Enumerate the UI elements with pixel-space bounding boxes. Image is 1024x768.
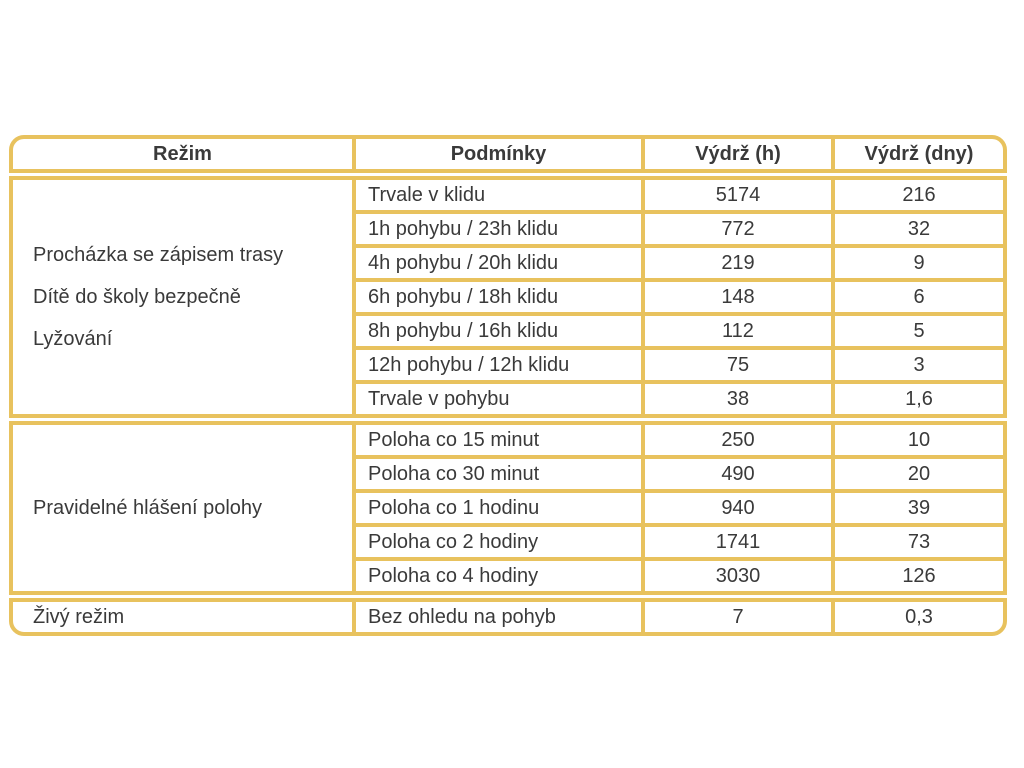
condition-cell: Trvale v klidu: [368, 184, 486, 206]
hours-cell: 7: [641, 602, 831, 632]
hours-cell: 772: [641, 214, 831, 244]
days-cell: 216: [831, 180, 1003, 210]
hours-cell: 148: [641, 282, 831, 312]
days-cell: 32: [831, 214, 1003, 244]
table-row: Trvale v klidu 5174 216: [356, 180, 1003, 210]
condition-cell: Poloha co 4 hodiny: [368, 565, 539, 587]
table-row: 12h pohybu / 12h klidu 75 3: [356, 346, 1003, 380]
header-hours: Výdrž (h): [641, 139, 831, 169]
hours-cell: 219: [641, 248, 831, 278]
days-cell: 1,6: [831, 384, 1003, 414]
table-row: Bez ohledu na pohyb 7 0,3: [356, 602, 1003, 632]
days-cell: 0,3: [831, 602, 1003, 632]
days-cell: 126: [831, 561, 1003, 591]
table-row: Trvale v pohybu 38 1,6: [356, 380, 1003, 414]
header-mode: Režim: [153, 143, 212, 165]
days-cell: 20: [831, 459, 1003, 489]
group-rows: Poloha co 15 minut 250 10 Poloha co 30 m…: [352, 425, 1003, 591]
condition-cell: Poloha co 2 hodiny: [368, 531, 539, 553]
group-rows: Bez ohledu na pohyb 7 0,3: [352, 602, 1003, 632]
hours-cell: 38: [641, 384, 831, 414]
mode-group-live: Živý režim Bez ohledu na pohyb 7 0,3: [9, 598, 1007, 636]
condition-cell: 8h pohybu / 16h klidu: [368, 320, 559, 342]
condition-cell: 1h pohybu / 23h klidu: [368, 218, 559, 240]
mode-group-walk: Procházka se zápisem trasy Dítě do školy…: [9, 176, 1007, 418]
condition-cell: 6h pohybu / 18h klidu: [368, 286, 559, 308]
mode-cell: Živý režim: [13, 602, 352, 632]
mode-cell: Procházka se zápisem trasy Dítě do školy…: [13, 180, 352, 414]
mode-label: Pravidelné hlášení polohy: [33, 497, 263, 519]
hours-cell: 3030: [641, 561, 831, 591]
table-header-row: Režim Podmínky Výdrž (h) Výdrž (dny): [9, 135, 1007, 173]
header-conditions: Podmínky: [352, 139, 641, 169]
days-cell: 39: [831, 493, 1003, 523]
battery-life-table: Režim Podmínky Výdrž (h) Výdrž (dny) Pro…: [9, 135, 1007, 636]
days-cell: 73: [831, 527, 1003, 557]
table-row: Poloha co 2 hodiny 1741 73: [356, 523, 1003, 557]
hours-cell: 5174: [641, 180, 831, 210]
table-row: Poloha co 15 minut 250 10: [356, 425, 1003, 455]
condition-cell: Poloha co 1 hodinu: [368, 497, 540, 519]
mode-group-position-reporting: Pravidelné hlášení polohy Poloha co 15 m…: [9, 421, 1007, 595]
condition-cell: 12h pohybu / 12h klidu: [368, 354, 570, 376]
table-row: 8h pohybu / 16h klidu 112 5: [356, 312, 1003, 346]
days-cell: 10: [831, 425, 1003, 455]
mode-label: Dítě do školy bezpečně: [33, 286, 241, 308]
days-cell: 3: [831, 350, 1003, 380]
table-row: 1h pohybu / 23h klidu 772 32: [356, 210, 1003, 244]
table-row: Poloha co 4 hodiny 3030 126: [356, 557, 1003, 591]
table-row: Poloha co 1 hodinu 940 39: [356, 489, 1003, 523]
header-days: Výdrž (dny): [831, 139, 1003, 169]
hours-cell: 490: [641, 459, 831, 489]
condition-cell: Bez ohledu na pohyb: [368, 606, 556, 628]
group-rows: Trvale v klidu 5174 216 1h pohybu / 23h …: [352, 180, 1003, 414]
condition-cell: Trvale v pohybu: [368, 388, 510, 410]
hours-cell: 75: [641, 350, 831, 380]
condition-cell: Poloha co 15 minut: [368, 429, 540, 451]
days-cell: 5: [831, 316, 1003, 346]
table-row: 6h pohybu / 18h klidu 148 6: [356, 278, 1003, 312]
condition-cell: Poloha co 30 minut: [368, 463, 540, 485]
mode-label: Procházka se zápisem trasy: [33, 244, 284, 266]
condition-cell: 4h pohybu / 20h klidu: [368, 252, 559, 274]
hours-cell: 250: [641, 425, 831, 455]
table-row: Poloha co 30 minut 490 20: [356, 455, 1003, 489]
mode-label: Lyžování: [33, 328, 113, 350]
mode-cell: Pravidelné hlášení polohy: [13, 425, 352, 591]
mode-label: Živý režim: [33, 606, 125, 628]
days-cell: 6: [831, 282, 1003, 312]
days-cell: 9: [831, 248, 1003, 278]
hours-cell: 112: [641, 316, 831, 346]
hours-cell: 1741: [641, 527, 831, 557]
hours-cell: 940: [641, 493, 831, 523]
table-row: 4h pohybu / 20h klidu 219 9: [356, 244, 1003, 278]
